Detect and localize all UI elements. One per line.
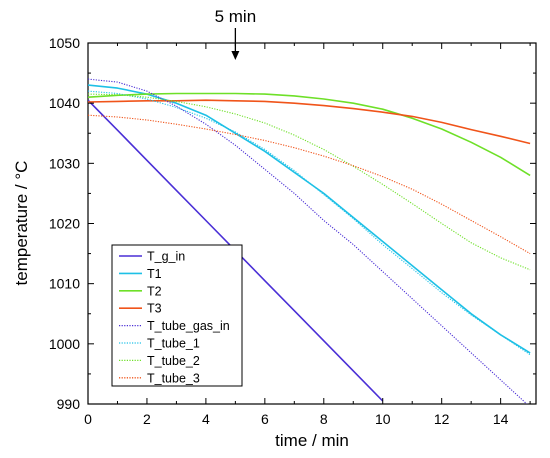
legend-label: T3: [147, 302, 162, 316]
legend-label: T_tube_1: [147, 337, 200, 351]
legend-label: T_g_in: [147, 250, 185, 264]
legend: T_g_in T1 T2 T3 T_tube_gas_in T_tube_1 T_tube_…: [111, 244, 243, 387]
x-tick-label: 6: [261, 411, 269, 427]
x-axis-title: time / min: [275, 431, 349, 450]
series-line-t-tube-3: [88, 114, 531, 255]
legend-label: T_tube_gas_in: [147, 319, 230, 333]
legend-label: T1: [147, 267, 162, 281]
x-tick-label: 2: [143, 411, 151, 427]
y-tick-label: 1050: [49, 35, 80, 51]
y-tick-label: 990: [57, 396, 81, 412]
y-axis-title: temperature / °C: [12, 161, 31, 286]
x-tick-label: 0: [84, 411, 92, 427]
series-lines: [88, 78, 531, 404]
annotation-arrow-head: [231, 51, 240, 60]
series-line-t1: [88, 84, 531, 354]
legend-label: T_tube_2: [147, 354, 200, 368]
legend-label: T2: [147, 284, 162, 298]
legend-box: [111, 244, 243, 387]
y-tick-label: 1020: [49, 216, 80, 232]
x-tick-label: 8: [320, 411, 328, 427]
x-tick-label: 10: [375, 411, 391, 427]
x-tick-label: 12: [434, 411, 450, 427]
series-line-t-tube-2: [88, 93, 531, 271]
annotation-label: 5 min: [215, 7, 257, 26]
y-tick-label: 1030: [49, 155, 80, 171]
series-line-t-tube-1: [88, 90, 531, 356]
axis-ticks: 0 2 4 6 8 10 12 14 990 1000 1010 1020 1030 1040 1050: [49, 35, 536, 427]
y-tick-label: 1040: [49, 95, 80, 111]
x-tick-label: 14: [493, 411, 509, 427]
series-line-t2: [88, 92, 531, 177]
time-annotation: 5 min: [215, 7, 257, 60]
x-tick-label: 4: [202, 411, 210, 427]
legend-label: T_tube_3: [147, 371, 200, 385]
series-line-t-tube-gas-in: [88, 78, 528, 404]
y-tick-label: 1000: [49, 336, 80, 352]
y-tick-label: 1010: [49, 276, 80, 292]
series-line-t3: [88, 99, 531, 145]
